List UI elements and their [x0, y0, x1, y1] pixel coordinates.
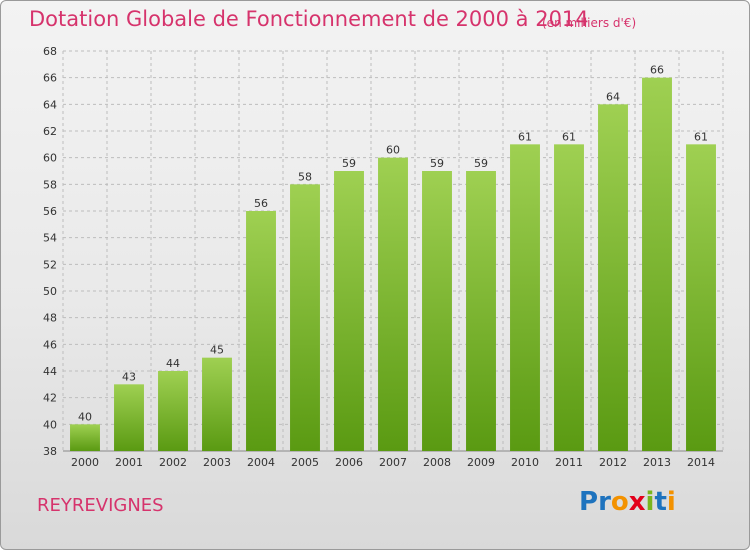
bar: [158, 371, 188, 451]
bar: [378, 157, 408, 451]
bar: [642, 77, 672, 452]
x-tick-label: 2004: [247, 456, 275, 469]
labels: 38 40 42 44 46 48 50 52 54 56 58 60 62 64 66 68 40 2000 43…: [43, 45, 715, 469]
x-tick-label: 2005: [291, 456, 319, 469]
logo-letter: x: [628, 487, 646, 517]
bar: [554, 144, 584, 452]
bar: [686, 144, 716, 452]
x-tick-label: 2008: [423, 456, 451, 469]
data-label: 44: [166, 357, 180, 370]
y-tick-label: 38: [43, 445, 57, 458]
y-tick-label: 40: [43, 418, 57, 431]
y-tick-label: 48: [43, 312, 57, 325]
y-tick-label: 58: [43, 178, 57, 191]
logo-letter: t: [654, 487, 667, 517]
bar: [510, 144, 540, 452]
chart-title: Dotation Globale de Fonctionnement de 20…: [29, 7, 589, 31]
bar: [114, 384, 144, 451]
data-label: 66: [650, 64, 664, 77]
bar: [598, 104, 628, 451]
proxiti-logo: Proxiti: [579, 487, 676, 517]
x-tick-label: 2000: [71, 456, 99, 469]
y-tick-label: 56: [43, 205, 57, 218]
unit-note: (en milliers d'€): [542, 16, 637, 30]
bar: [422, 171, 452, 451]
data-label: 61: [562, 130, 576, 143]
data-label: 56: [254, 197, 268, 210]
y-tick-label: 62: [43, 125, 57, 138]
y-tick-label: 66: [43, 72, 57, 85]
bar: [334, 171, 364, 451]
y-tick-label: 46: [43, 338, 57, 351]
x-tick-label: 2014: [687, 456, 715, 469]
logo-letter: i: [666, 487, 676, 517]
commune-name: REYREVIGNES: [37, 495, 164, 516]
x-tick-label: 2013: [643, 456, 671, 469]
y-tick-label: 52: [43, 258, 57, 271]
bar: [246, 211, 276, 451]
logo-letter: r: [598, 487, 611, 517]
y-tick-label: 54: [43, 232, 57, 245]
x-tick-label: 2001: [115, 456, 143, 469]
data-label: 58: [298, 170, 312, 183]
data-label: 45: [210, 344, 224, 357]
data-label: 43: [122, 370, 136, 383]
x-tick-label: 2006: [335, 456, 363, 469]
x-tick-label: 2010: [511, 456, 539, 469]
bar: [70, 424, 100, 451]
x-tick-label: 2007: [379, 456, 407, 469]
y-tick-label: 42: [43, 392, 57, 405]
data-label: 40: [78, 410, 92, 423]
y-tick-label: 68: [43, 45, 57, 58]
bar: [466, 171, 496, 451]
x-tick-label: 2012: [599, 456, 627, 469]
logo-letter: P: [579, 487, 599, 517]
bars: [70, 77, 716, 452]
y-tick-label: 64: [43, 98, 57, 111]
data-label: 64: [606, 90, 620, 103]
x-tick-label: 2002: [159, 456, 187, 469]
logo-letter: i: [645, 487, 655, 517]
data-label: 59: [430, 157, 444, 170]
data-label: 61: [518, 130, 532, 143]
y-tick-label: 44: [43, 365, 57, 378]
logo-letter: o: [610, 487, 629, 517]
data-label: 59: [342, 157, 356, 170]
data-label: 59: [474, 157, 488, 170]
data-label: 60: [386, 144, 400, 157]
x-tick-label: 2011: [555, 456, 583, 469]
y-tick-label: 60: [43, 152, 57, 165]
y-tick-label: 50: [43, 285, 57, 298]
x-tick-label: 2009: [467, 456, 495, 469]
bar: [290, 184, 320, 452]
data-label: 61: [694, 130, 708, 143]
x-tick-label: 2003: [203, 456, 231, 469]
bar: [202, 357, 232, 451]
